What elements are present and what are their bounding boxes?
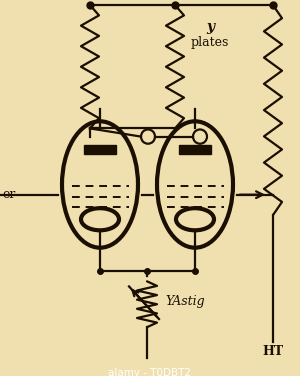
Bar [84,145,116,154]
Text: er: er [2,188,15,201]
Bar [179,145,211,154]
Text: y: y [206,20,214,34]
Text: YAstig: YAstig [165,295,205,308]
Text: alamy - T0DBT2: alamy - T0DBT2 [109,368,191,376]
Text: plates: plates [191,36,229,49]
Text: HT: HT [262,344,284,358]
Bar [0,363,300,376]
